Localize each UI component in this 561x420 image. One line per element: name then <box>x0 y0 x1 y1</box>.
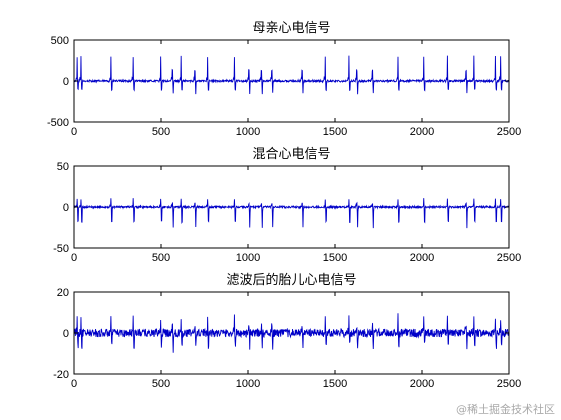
x-tick-label: 1000 <box>236 252 260 264</box>
x-tick-label: 2000 <box>410 378 434 390</box>
x-tick-label: 500 <box>152 378 170 390</box>
x-tick-label: 2500 <box>497 378 521 390</box>
x-tick-label: 2000 <box>410 252 434 264</box>
x-tick-label: 1000 <box>236 126 260 138</box>
x-tick-label: 1500 <box>323 378 347 390</box>
subplot-title: 混合心电信号 <box>252 147 330 162</box>
signal-line <box>73 55 510 95</box>
y-tick-label: 0 <box>63 202 69 214</box>
x-tick-label: 2500 <box>497 252 521 264</box>
x-tick-label: 500 <box>152 126 170 138</box>
y-tick-label: 500 <box>51 35 69 47</box>
y-tick-label: -20 <box>53 369 69 381</box>
x-tick-label: 0 <box>71 378 77 390</box>
signal-line <box>73 313 510 353</box>
x-tick-label: 1000 <box>236 378 260 390</box>
y-tick-label: -500 <box>47 117 69 129</box>
x-tick-label: 0 <box>71 252 77 264</box>
y-tick-label: 0 <box>63 76 69 88</box>
watermark: @稀土掘金技术社区 <box>456 403 555 416</box>
y-tick-label: 50 <box>57 161 69 173</box>
x-tick-label: 500 <box>152 252 170 264</box>
subplot-title: 滤波后的胎儿心电信号 <box>226 272 356 288</box>
x-tick-label: 0 <box>71 126 77 138</box>
subplot-title: 母亲心电信号 <box>252 21 330 36</box>
signal-line <box>73 198 510 229</box>
x-tick-label: 2000 <box>410 126 434 138</box>
y-tick-label: 0 <box>63 328 69 340</box>
y-tick-label: 20 <box>57 287 69 299</box>
y-tick-label: -50 <box>53 243 69 255</box>
x-tick-label: 1500 <box>323 126 347 138</box>
x-tick-label: 1500 <box>323 252 347 264</box>
x-tick-label: 2500 <box>497 126 521 138</box>
